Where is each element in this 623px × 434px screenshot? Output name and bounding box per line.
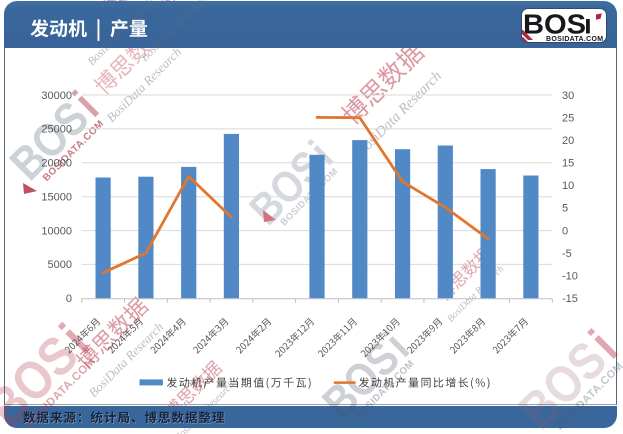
svg-text:30000: 30000 — [41, 90, 72, 102]
svg-text:5000: 5000 — [48, 259, 72, 271]
svg-text:BOS: BOS — [523, 9, 586, 40]
svg-text:0: 0 — [66, 293, 72, 305]
svg-text:-10: -10 — [562, 271, 578, 283]
svg-text:-15: -15 — [562, 293, 578, 305]
svg-text:10: 10 — [562, 180, 574, 192]
svg-text:0: 0 — [562, 225, 568, 237]
svg-text:20000: 20000 — [41, 158, 72, 170]
svg-text:30: 30 — [562, 90, 574, 102]
svg-text:15000: 15000 — [41, 192, 72, 204]
svg-text:10000: 10000 — [41, 225, 72, 237]
svg-text:25000: 25000 — [41, 124, 72, 136]
svg-text:25: 25 — [562, 112, 574, 124]
svg-text:-5: -5 — [562, 248, 572, 260]
svg-text:20: 20 — [562, 135, 574, 147]
svg-text:ı: ı — [584, 9, 592, 40]
svg-text:5: 5 — [562, 203, 568, 215]
svg-text:BOSIDATA.COM: BOSIDATA.COM — [546, 36, 603, 42]
svg-text:15: 15 — [562, 158, 574, 170]
